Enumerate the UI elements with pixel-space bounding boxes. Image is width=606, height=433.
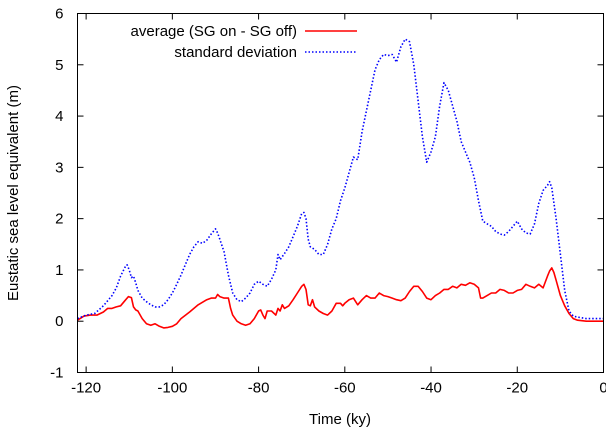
y-tick-label: 3 [55,159,63,176]
y-tick-label: 5 [55,57,63,74]
tick-marks [77,13,604,373]
x-tick-label: 0 [599,380,606,397]
series-line-standard-deviation [77,38,604,320]
series-line-average [77,267,604,329]
legend-label-average: average (SG on - SG off) [131,23,297,40]
y-tick-label: 1 [55,262,63,279]
legend: average (SG on - SG off) standard deviat… [131,23,357,61]
y-tick-label: 2 [55,211,63,228]
y-tick-label: -1 [50,365,63,382]
x-tick-label: -20 [506,380,528,397]
plot-frame [77,13,604,373]
y-tick-label: 6 [55,6,63,23]
x-axis-label: Time (ky) [309,411,371,428]
x-tick-label: -80 [248,380,270,397]
x-tick-label: -60 [334,380,356,397]
y-axis-label: Eustatic sea level equivalent (m) [5,85,22,301]
y-tick-label: 0 [55,313,63,330]
x-tick-label: -100 [157,380,187,397]
x-tick-label: -40 [420,380,442,397]
x-tick-label: -120 [71,380,101,397]
series-lines [77,38,604,329]
tick-labels: -120 -100 -80 -60 -40 -20 0 -1 0 1 2 3 4 5 6 [50,6,606,397]
y-tick-label: 4 [55,108,63,125]
legend-label-standard-deviation: standard deviation [174,44,297,61]
